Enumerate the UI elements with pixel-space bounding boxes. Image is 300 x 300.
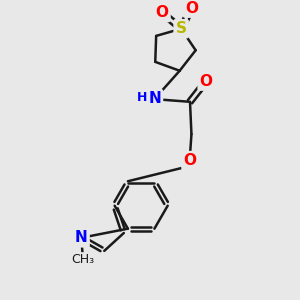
Text: O: O — [155, 5, 169, 20]
Text: CH₃: CH₃ — [71, 254, 94, 266]
Text: N: N — [75, 230, 88, 245]
Text: O: O — [200, 74, 213, 88]
Text: H: H — [137, 91, 147, 104]
Text: O: O — [185, 1, 198, 16]
Text: O: O — [184, 153, 196, 168]
Text: N: N — [148, 91, 161, 106]
Text: S: S — [176, 21, 187, 36]
